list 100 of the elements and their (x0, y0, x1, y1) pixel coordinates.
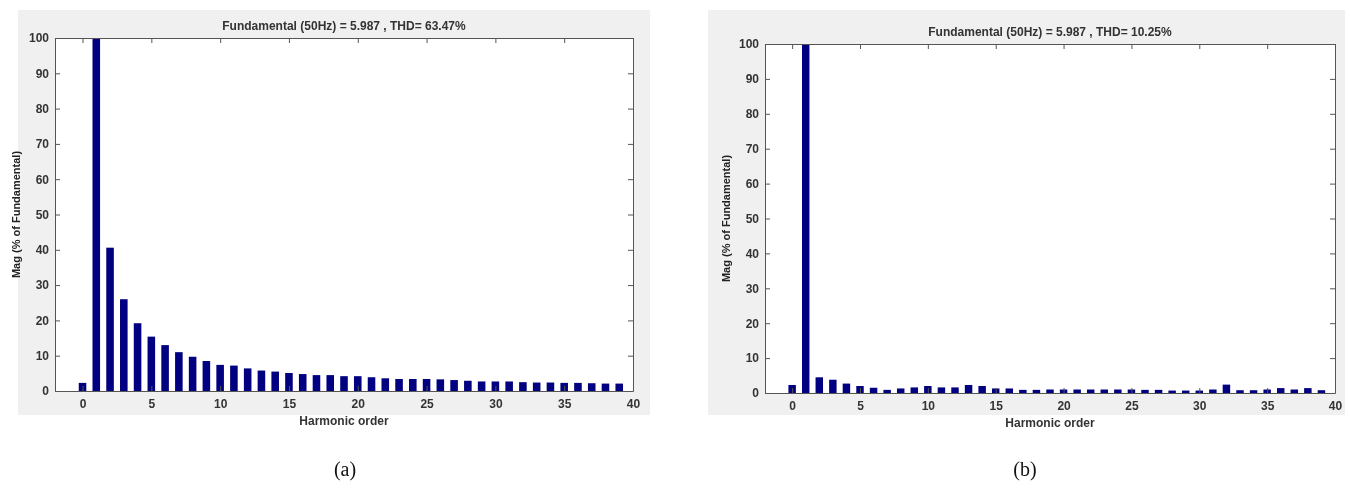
y-tick-label: 20 (35, 313, 50, 328)
bar (367, 377, 376, 391)
y-tick-label: 80 (35, 101, 50, 116)
bar (856, 386, 864, 393)
y-tick-label: 10 (745, 351, 760, 366)
bar (1304, 388, 1312, 393)
bar (464, 380, 472, 391)
bar (910, 387, 919, 393)
chart-title: Fundamental (50Hz) = 5.987 , THD= 10.25% (928, 25, 1173, 39)
bar (519, 382, 527, 391)
x-axis-title: Harmonic order (299, 414, 390, 428)
y-axis-title: Mag (% of Fundamental) (10, 150, 22, 279)
bar (257, 370, 266, 391)
y-tick-label: 10 (35, 349, 50, 364)
x-tick-label: 5 (857, 398, 865, 413)
bar (883, 389, 891, 393)
bar (1005, 388, 1014, 393)
bar (477, 381, 486, 391)
bar (271, 371, 279, 391)
y-tick-label: 0 (752, 386, 760, 401)
y-tick-label: 100 (28, 31, 50, 46)
x-tick-label: 25 (1125, 398, 1139, 413)
bar (353, 376, 362, 391)
x-tick-label: 30 (1193, 398, 1207, 413)
bar (1154, 389, 1163, 393)
bar (1249, 390, 1258, 393)
y-tick-label: 0 (42, 384, 50, 399)
x-tick-label: 30 (489, 396, 503, 411)
y-tick-label: 100 (738, 37, 760, 52)
x-tick-label: 25 (420, 396, 435, 411)
y-tick-label: 20 (745, 316, 760, 331)
y-tick-label: 80 (745, 107, 760, 122)
y-tick-label: 90 (745, 72, 760, 87)
bar (560, 382, 568, 391)
bar (951, 387, 959, 393)
bar (436, 379, 445, 391)
x-tick-label: 10 (921, 398, 936, 413)
bar (216, 364, 224, 391)
bar (1141, 389, 1149, 393)
bar (1114, 389, 1122, 393)
x-tick-label: 40 (1328, 398, 1343, 413)
bar (450, 380, 458, 391)
x-tick-label: 0 (789, 398, 797, 413)
bar (340, 376, 348, 391)
y-tick-label: 50 (745, 211, 760, 226)
bar (896, 388, 905, 393)
bar (964, 384, 973, 393)
bar (175, 352, 183, 391)
bar (326, 375, 335, 391)
bar (842, 383, 851, 393)
x-tick-label: 0 (79, 396, 87, 411)
y-tick-label: 40 (35, 243, 50, 258)
bar (1276, 388, 1285, 393)
bar (243, 368, 252, 391)
bar (395, 379, 403, 391)
x-tick-label: 20 (351, 396, 366, 411)
bar (409, 379, 417, 391)
bar (587, 383, 596, 391)
y-tick-label: 70 (35, 137, 50, 152)
text: (a) (333, 458, 357, 481)
bar (120, 299, 128, 391)
bar (202, 361, 211, 391)
bar (133, 323, 142, 391)
bar (1317, 390, 1326, 393)
x-tick-label: 15 (282, 396, 297, 411)
y-tick-label: 50 (35, 207, 50, 222)
bar (505, 381, 513, 391)
bar (1073, 389, 1081, 393)
bar (147, 336, 156, 391)
y-tick-label: 60 (35, 172, 50, 187)
bar (869, 387, 878, 393)
bar (312, 375, 321, 391)
bar (298, 374, 307, 391)
bar (615, 383, 624, 391)
y-tick-label: 30 (745, 281, 760, 296)
x-tick-label: 35 (1260, 398, 1275, 413)
bar (801, 44, 810, 393)
bar (106, 247, 114, 391)
bar (815, 377, 824, 393)
y-tick-label: 30 (35, 278, 50, 293)
x-tick-label: 40 (626, 396, 641, 411)
bar (978, 386, 986, 393)
x-tick-label: 15 (989, 398, 1004, 413)
bar (937, 387, 946, 393)
bar (381, 378, 390, 391)
bar (788, 384, 796, 393)
bar (285, 373, 293, 391)
x-tick-label: 35 (558, 396, 572, 411)
bar (1046, 389, 1054, 393)
x-tick-label: 5 (148, 396, 156, 411)
bar (92, 38, 101, 391)
bar (161, 345, 169, 391)
y-tick-label: 60 (745, 176, 760, 191)
bar (1019, 389, 1027, 393)
bar (1236, 390, 1244, 393)
y-axis-title: Mag (% of Fundamental) (720, 154, 732, 283)
x-axis-title: Harmonic order (1005, 416, 1096, 430)
y-tick-label: 90 (35, 66, 50, 81)
bar (188, 356, 197, 391)
bar (1209, 389, 1217, 393)
